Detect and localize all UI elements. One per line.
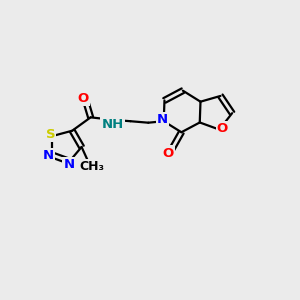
Text: S: S	[46, 128, 55, 141]
Text: O: O	[217, 122, 228, 135]
Text: N: N	[157, 113, 168, 126]
Text: O: O	[162, 146, 174, 160]
Text: NH: NH	[101, 118, 124, 131]
Text: CH₃: CH₃	[80, 160, 104, 173]
Text: O: O	[77, 92, 88, 104]
Text: N: N	[43, 149, 54, 162]
Text: N: N	[63, 158, 74, 171]
